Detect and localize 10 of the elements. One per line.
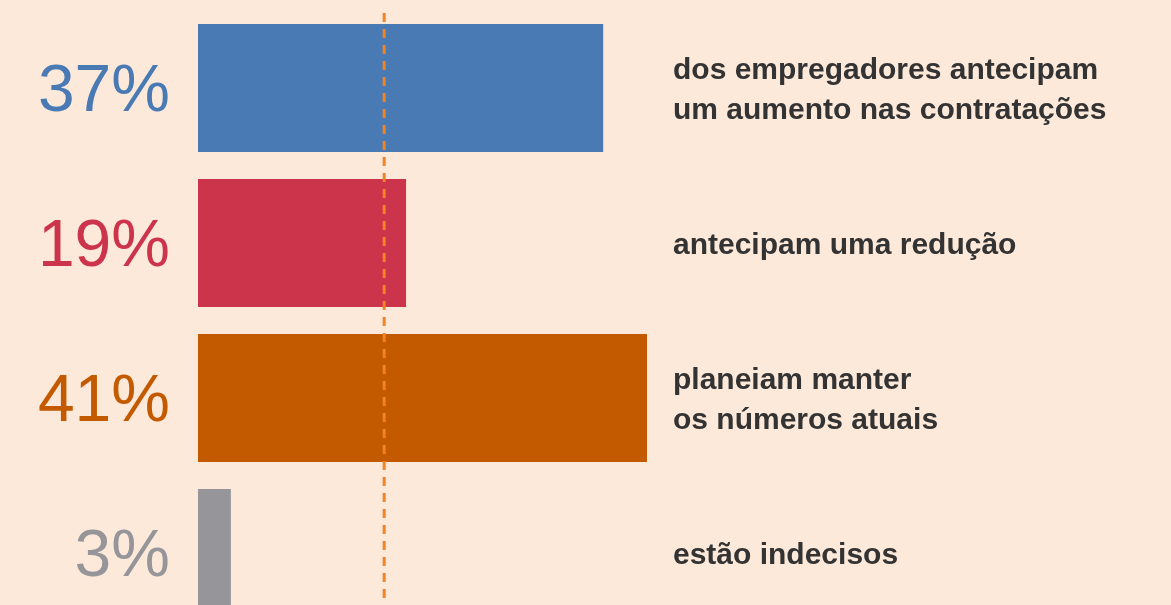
data-label: 37% <box>37 50 170 125</box>
bar <box>198 179 407 307</box>
y-tick-label: planeiam manter os números atuais <box>673 361 939 434</box>
data-label: 19% <box>37 205 170 280</box>
y-tick-label: dos empregadores antecipam um aumento nas contratações <box>673 51 1107 124</box>
data-label: 41% <box>37 360 170 435</box>
y-tick-label: antecipam uma redução <box>673 226 1017 259</box>
y-tick-label: estão indecisos <box>673 536 899 569</box>
data-label: 3% <box>74 515 170 590</box>
bar <box>198 24 604 152</box>
